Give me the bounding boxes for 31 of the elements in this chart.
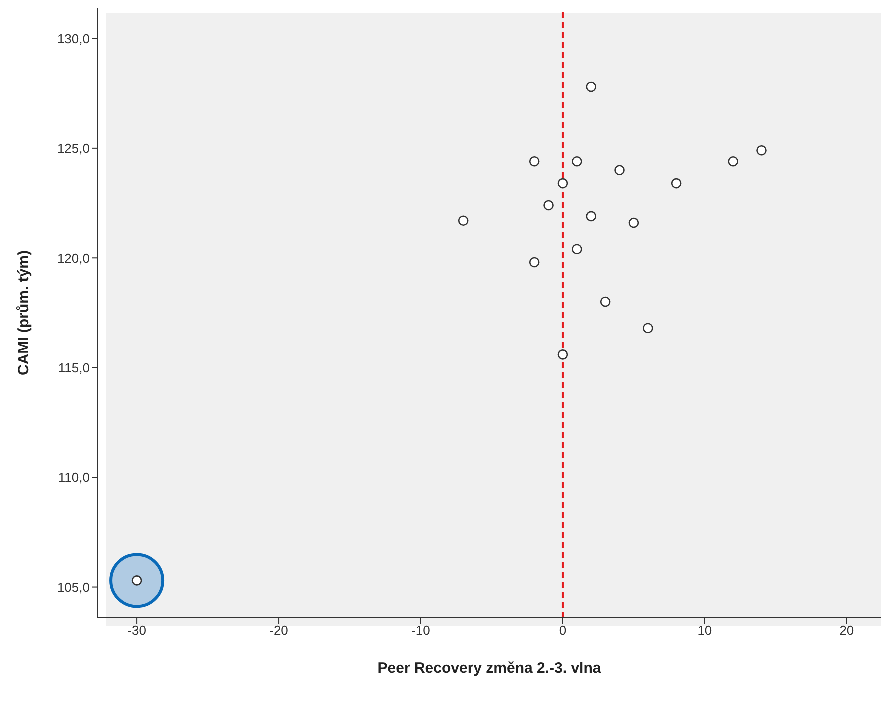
point xyxy=(458,216,469,226)
point xyxy=(671,178,682,189)
point xyxy=(572,156,582,167)
y-tick-label: 125,0 xyxy=(57,141,90,156)
point xyxy=(756,145,767,156)
point xyxy=(529,257,540,268)
x-tick-label: -10 xyxy=(412,623,430,638)
point xyxy=(600,296,611,308)
y-tick-label: 130,0 xyxy=(57,31,90,46)
x-tick-label: 10 xyxy=(698,623,712,638)
point xyxy=(572,244,582,255)
x-tick-label: 20 xyxy=(840,623,854,638)
y-tick-label: 110,0 xyxy=(58,470,90,486)
y-tick-label: 120,0 xyxy=(57,250,90,266)
x-tick-label: -30 xyxy=(128,623,146,638)
point xyxy=(586,82,597,92)
y-tick-label: 105,0 xyxy=(57,580,90,595)
y-tick-label: 115,0 xyxy=(58,360,90,376)
point xyxy=(558,178,568,189)
point xyxy=(529,156,540,167)
point xyxy=(544,200,554,211)
point xyxy=(643,323,654,334)
point xyxy=(628,218,640,228)
point xyxy=(586,211,597,222)
point xyxy=(558,350,568,360)
x-tick-label: -20 xyxy=(270,623,288,638)
point xyxy=(614,165,625,176)
point xyxy=(728,156,738,167)
x-tick-label: 0 xyxy=(559,623,567,638)
y-axis-title: CAMI (prům. tým) xyxy=(15,250,32,376)
x-axis-title: Peer Recovery změna 2.-3. vlna xyxy=(378,660,602,677)
